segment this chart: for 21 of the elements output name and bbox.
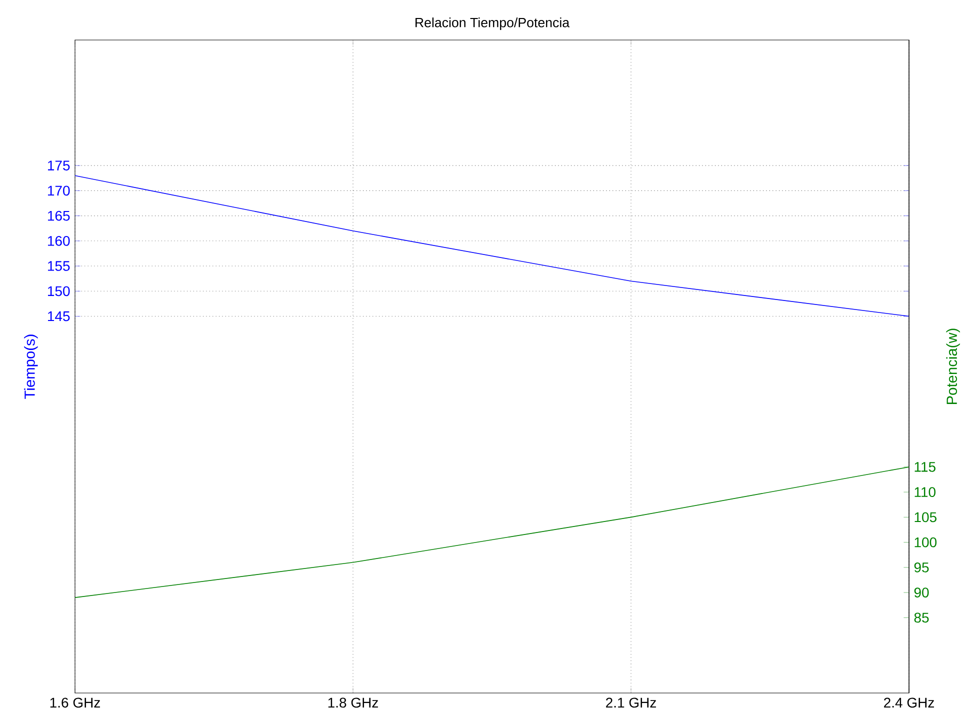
y-tick-label: 145 <box>48 311 70 322</box>
y-tick-label: 170 <box>48 186 70 196</box>
y2-tick-label: 115 <box>914 462 936 472</box>
x-tick-label: 2.4 GHz <box>884 698 934 708</box>
y2-tick-label: 105 <box>914 512 936 522</box>
y2-tick-label: 110 <box>914 487 936 498</box>
chart-title: Relacion Tiempo/Potencia <box>416 18 570 30</box>
x-tick-label: 2.1 GHz <box>606 698 656 708</box>
y-tick-label: 165 <box>48 210 70 221</box>
y2-axis-title: Potencia(w) <box>946 328 960 404</box>
x-tick-label: 1.6 GHz <box>50 698 100 708</box>
y-tick-label: 155 <box>48 261 70 271</box>
y2-tick-label: 100 <box>914 537 937 548</box>
y2-tick-label: 95 <box>914 562 929 572</box>
y2-tick-label: 85 <box>914 612 929 623</box>
y2-tick-label: 90 <box>914 588 929 598</box>
y-tick-label: 160 <box>48 236 70 246</box>
y-axis-title: Tiempo(s) <box>24 334 38 399</box>
y-tick-label: 150 <box>48 286 70 296</box>
y-tick-label: 175 <box>48 160 70 170</box>
x-tick-label: 1.8 GHz <box>328 698 378 708</box>
